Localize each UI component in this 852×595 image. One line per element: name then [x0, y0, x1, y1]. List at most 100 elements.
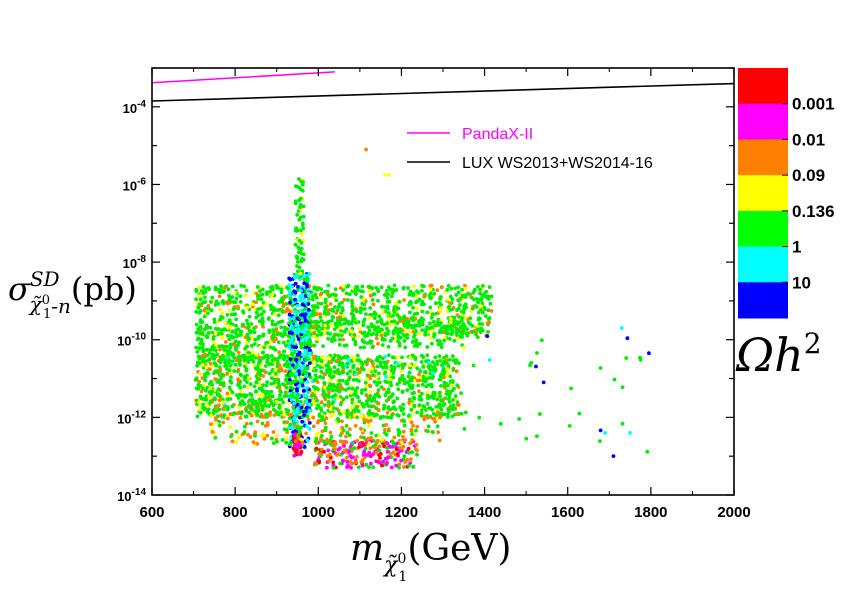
scatter-point: [453, 394, 458, 398]
scatter-point: [328, 382, 332, 386]
scatter-point: [433, 301, 438, 306]
scatter-point: [280, 438, 285, 442]
scatter-point: [214, 343, 219, 347]
scatter-point: [359, 289, 364, 294]
scatter-point: [387, 395, 392, 400]
scatter-point: [261, 300, 266, 305]
scatter-point: [256, 313, 261, 318]
scatter-point: [389, 364, 394, 368]
scatter-point: [385, 410, 390, 415]
scatter-point: [352, 370, 357, 374]
scatter-point: [391, 313, 395, 318]
scatter-point: [202, 308, 207, 313]
scatter-point: [291, 446, 296, 451]
colorbar-label: 0.01: [792, 130, 825, 149]
scatter-point: [264, 354, 269, 359]
scatter-point: [397, 341, 402, 345]
scatter-point: [293, 290, 298, 295]
scatter-point: [329, 318, 334, 323]
scatter-point: [387, 427, 391, 431]
scatter-point: [222, 285, 227, 290]
scatter-point: [314, 319, 319, 324]
scatter-point: [386, 292, 390, 297]
scatter-point: [219, 413, 224, 418]
scatter-point: [388, 445, 393, 449]
scatter-point: [332, 406, 336, 410]
scatter-point: [299, 345, 304, 350]
xlabel-tail: (GeV): [407, 528, 511, 569]
scatter-point: [445, 361, 449, 365]
scatter-point: [203, 359, 208, 363]
scatter-point: [396, 428, 401, 432]
scatter-point: [299, 339, 304, 343]
scatter-point: [349, 465, 353, 470]
scatter-point: [442, 338, 447, 343]
scatter-point: [347, 386, 351, 391]
scatter-point: [334, 388, 339, 392]
scatter-point: [336, 452, 341, 457]
scatter-point: [385, 446, 389, 450]
scatter-point: [262, 437, 267, 441]
scatter-point: [603, 430, 608, 435]
scatter-point: [265, 360, 269, 365]
scatter-point: [477, 415, 482, 420]
limit-curves: [151, 71, 735, 102]
scatter-point: [393, 337, 398, 341]
scatter-point: [385, 332, 390, 336]
scatter-point: [373, 316, 377, 320]
scatter-point: [315, 420, 320, 425]
scatter-point: [284, 436, 289, 441]
scatter-point: [372, 380, 377, 384]
scatter-point: [211, 421, 216, 426]
scatter-point: [287, 276, 292, 281]
scatter-point: [313, 304, 317, 308]
xlabel-sub: χ̃: [382, 553, 399, 578]
scatter-point: [216, 387, 221, 392]
scatter-point: [249, 343, 254, 348]
scatter-point: [377, 314, 382, 319]
scatter-point: [332, 441, 337, 446]
scatter-point: [344, 434, 348, 439]
scatter-point: [281, 349, 286, 354]
scatter-point: [329, 455, 333, 460]
scatter-point: [319, 369, 324, 374]
ylabel-tail: (pb): [71, 270, 137, 308]
scatter-point: [253, 430, 258, 435]
scatter-point: [355, 439, 360, 443]
scatter-point: [244, 288, 249, 293]
scatter-point: [406, 414, 411, 418]
scatter-point: [307, 398, 312, 403]
scatter-point: [220, 299, 225, 304]
scatter-point: [244, 409, 249, 413]
scatter-point: [294, 411, 299, 415]
scatter-point: [359, 295, 364, 299]
scatter-point: [274, 433, 279, 438]
scatter-point: [246, 432, 250, 437]
scatter-point: [315, 337, 319, 341]
scatter-point: [406, 286, 410, 290]
scatter-point: [229, 434, 234, 439]
scatter-point: [327, 378, 332, 383]
scatter-point: [338, 461, 343, 466]
scatter-point: [404, 319, 408, 324]
scatter-point: [517, 417, 522, 421]
scatter-point: [295, 212, 300, 217]
scatter-point: [198, 394, 203, 399]
scatter-point: [196, 327, 201, 331]
scatter-point: [435, 397, 440, 401]
scatter-point: [390, 294, 394, 299]
scatter-point: [391, 308, 396, 313]
scatter-point: [340, 458, 345, 463]
scatter-point: [475, 324, 479, 328]
scatter-point: [312, 343, 317, 348]
scatter-point: [392, 435, 397, 440]
scatter-point: [218, 317, 223, 322]
scatter-point: [366, 325, 371, 329]
scatter-point: [435, 338, 440, 343]
scatter-point: [244, 318, 249, 323]
scatter-point: [355, 415, 359, 420]
scatter-point: [256, 335, 261, 339]
scatter-point: [206, 359, 210, 363]
scatter-point: [368, 446, 373, 451]
scatter-point: [344, 291, 349, 296]
